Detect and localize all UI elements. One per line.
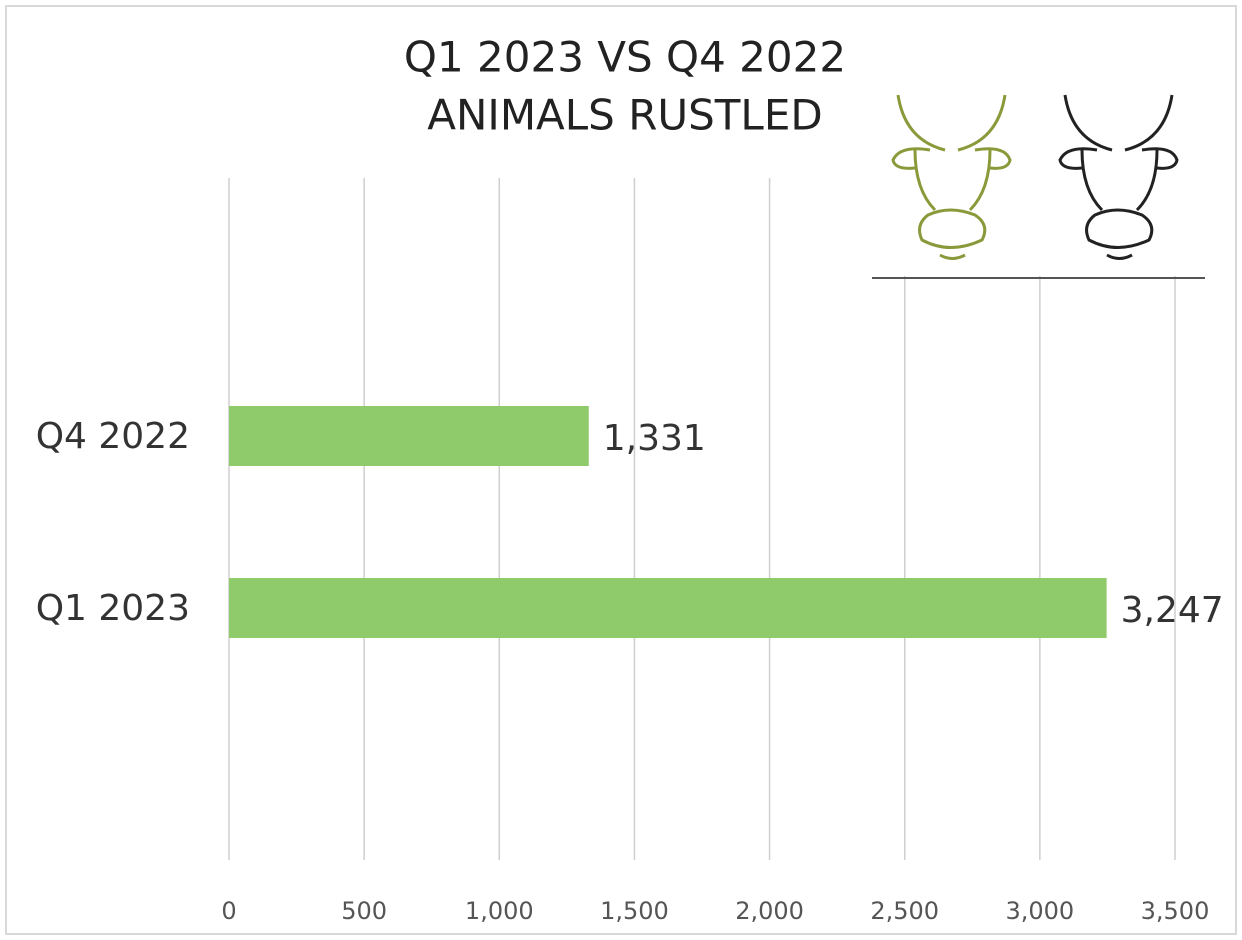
x-tick-label: 2,000 (735, 897, 804, 925)
bar (229, 406, 589, 466)
x-tick-label: 1,000 (465, 897, 534, 925)
x-tick-label: 500 (341, 897, 387, 925)
chart-title: Q1 2023 VS Q4 2022 (404, 33, 846, 82)
frame (5, 5, 1237, 935)
x-tick-label: 1,500 (600, 897, 669, 925)
grid (228, 178, 1176, 860)
x-tick-label: 3,500 (1141, 897, 1210, 925)
value-label: 3,247 (1121, 590, 1224, 631)
icon-backdrop (868, 80, 1213, 276)
x-tick-label: 0 (221, 897, 236, 925)
cow-icon-black (1058, 94, 1179, 260)
x-tick-label: 2,500 (870, 897, 939, 925)
value-label: 1,331 (603, 418, 706, 459)
x-tick-label: 3,000 (1005, 897, 1074, 925)
y-tick-label: Q1 2023 (36, 588, 190, 629)
chart-title: ANIMALS RUSTLED (427, 91, 822, 140)
cow-icon-green (891, 94, 1012, 260)
bar (229, 578, 1107, 638)
y-tick-label: Q4 2022 (36, 416, 190, 457)
